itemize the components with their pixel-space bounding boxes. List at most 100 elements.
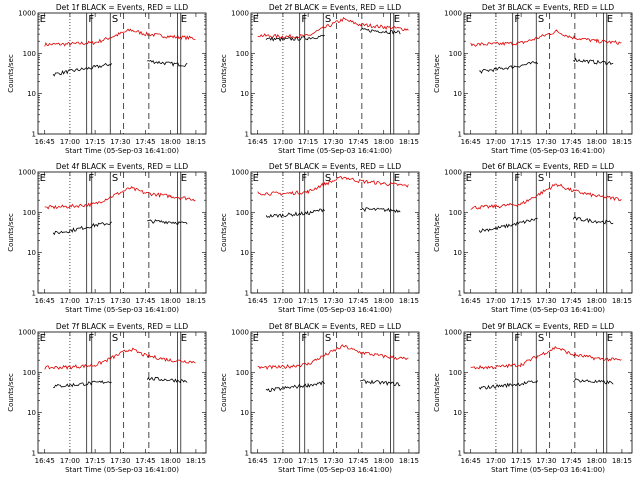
x-tick-label: 17:00 [486,138,506,146]
y-tick-label: 1000 [444,329,462,337]
marker-label: S [538,14,544,25]
x-tick-label: 17:00 [60,138,80,146]
plot-frame [463,12,633,135]
marker-label: E [253,333,259,344]
y-tick-label: 1 [32,131,36,139]
x-tick-label: 16:45 [461,457,481,465]
y-tick-label: 100 [236,209,249,217]
y-axis-label: Counts/sec [7,54,15,93]
x-tick-label: 17:00 [60,297,80,305]
panel-title: Det 1f BLACK = Events, RED = LLD [56,3,189,12]
y-tick-label: 100 [449,369,462,377]
x-tick-label: 17:45 [561,297,581,305]
marker-label: E [253,173,259,184]
y-tick-label: 10 [240,409,249,417]
x-tick-label: 18:15 [612,297,632,305]
marker-label: F [301,173,307,184]
panel-title: Det 8f BLACK = Events, RED = LLD [269,322,402,331]
y-tick-label: 10 [27,249,36,257]
marker-label: E [181,14,187,25]
marker-label: E [466,173,472,184]
plot-frame [250,331,420,454]
series-line-events [478,216,614,233]
marker-label: S [325,14,331,25]
y-axis-label: Counts/sec [220,213,228,252]
panel-4: Det 4f BLACK = Events, RED = LLD 1 10 100 10… [7,162,207,314]
marker-label: F [514,173,520,184]
x-tick-label: 18:00 [374,457,394,465]
series-line-events [265,207,401,219]
x-tick-label: 18:15 [186,457,206,465]
marker-label: S [112,333,118,344]
series-line-events [265,27,401,42]
x-tick-label: 17:45 [561,138,581,146]
y-axis-label: Counts/sec [433,213,441,252]
plot-frame [37,171,207,294]
marker-label: F [88,333,94,344]
marker-label: E [394,173,400,184]
y-tick-label: 10 [453,249,462,257]
marker-label: E [607,14,613,25]
y-tick-label: 10 [27,90,36,98]
x-tick-label: 17:30 [536,138,556,146]
x-tick-label: 16:45 [461,297,481,305]
marker-label: E [466,14,472,25]
x-axis-label: Start Time (05-Sep-03 16:41:00) [65,466,179,474]
x-tick-label: 17:30 [110,138,130,146]
x-tick-label: 18:00 [587,297,607,305]
series-line-lld [257,176,409,196]
y-tick-label: 100 [236,50,249,58]
x-tick-label: 17:00 [273,457,293,465]
x-tick-label: 17:30 [323,138,343,146]
marker-label: F [301,333,307,344]
x-axis-label: Start Time (05-Sep-03 16:41:00) [491,147,605,155]
plot-frame [37,331,207,454]
x-tick-label: 18:00 [161,457,181,465]
y-axis-label: Counts/sec [433,373,441,412]
x-tick-label: 18:15 [612,457,632,465]
panel-1: Det 1f BLACK = Events, RED = LLD 1 10 100 10… [7,3,207,155]
panel-6: Det 6f BLACK = Events, RED = LLD 1 10 100 10… [433,162,633,314]
x-tick-label: 18:00 [587,457,607,465]
series-line-lld [470,183,622,210]
x-tick-label: 17:15 [511,297,531,305]
x-axis-label: Start Time (05-Sep-03 16:41:00) [491,306,605,314]
x-tick-label: 17:30 [536,297,556,305]
x-tick-label: 17:15 [511,138,531,146]
x-tick-label: 18:00 [587,138,607,146]
y-axis-label: Counts/sec [433,54,441,93]
marker-label: S [538,333,544,344]
panel-title: Det 5f BLACK = Events, RED = LLD [269,162,402,171]
marker-label: F [514,333,520,344]
panel-3: Det 3f BLACK = Events, RED = LLD 1 10 100 10… [433,3,633,155]
series-line-events [52,219,188,236]
marker-label: F [514,14,520,25]
y-tick-label: 1000 [231,169,249,177]
panel-title: Det 4f BLACK = Events, RED = LLD [56,162,189,171]
x-tick-label: 18:00 [374,297,394,305]
marker-label: S [112,14,118,25]
x-tick-label: 16:45 [35,297,55,305]
marker-label: E [607,173,613,184]
x-tick-label: 18:15 [612,138,632,146]
x-tick-label: 17:00 [60,457,80,465]
y-tick-label: 10 [240,90,249,98]
marker-label: E [181,333,187,344]
marker-label: E [181,173,187,184]
y-tick-label: 100 [23,209,36,217]
x-tick-label: 17:00 [486,457,506,465]
series-line-lld [257,17,409,39]
marker-label: S [325,333,331,344]
x-tick-label: 18:00 [374,138,394,146]
x-tick-label: 16:45 [461,138,481,146]
x-tick-label: 17:15 [85,297,105,305]
x-tick-label: 17:45 [135,457,155,465]
x-tick-label: 17:45 [348,297,368,305]
panel-title: Det 9f BLACK = Events, RED = LLD [482,322,615,331]
marker-label: F [88,14,94,25]
y-tick-label: 1000 [18,169,36,177]
series-line-events [265,379,401,392]
x-tick-label: 18:15 [399,297,419,305]
y-tick-label: 1 [245,290,249,298]
